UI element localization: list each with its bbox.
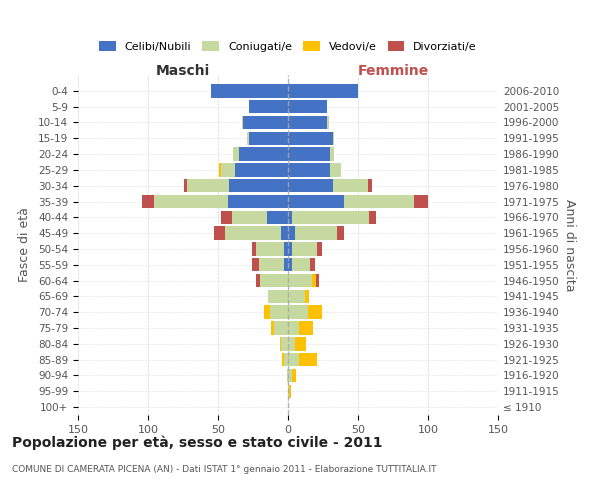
- Bar: [288, 116, 327, 129]
- Bar: [249, 132, 288, 145]
- Bar: [327, 116, 329, 129]
- Bar: [316, 274, 319, 287]
- Bar: [267, 210, 288, 224]
- Bar: [284, 258, 288, 272]
- Text: COMUNE DI CAMERATA PICENA (AN) - Dati ISTAT 1° gennaio 2011 - Elaborazione TUTTI: COMUNE DI CAMERATA PICENA (AN) - Dati IS…: [12, 465, 437, 474]
- Bar: [288, 290, 305, 303]
- Bar: [289, 384, 291, 398]
- Bar: [292, 368, 296, 382]
- Bar: [264, 306, 270, 319]
- Bar: [288, 195, 344, 208]
- Bar: [333, 179, 368, 192]
- Text: Femmine: Femmine: [358, 64, 428, 78]
- Bar: [288, 226, 295, 240]
- Bar: [247, 132, 249, 145]
- Bar: [288, 84, 358, 98]
- Legend: Celibi/Nubili, Coniugati/e, Vedovi/e, Divorziati/e: Celibi/Nubili, Coniugati/e, Vedovi/e, Di…: [95, 36, 481, 56]
- Bar: [214, 226, 225, 240]
- Bar: [239, 148, 288, 161]
- Bar: [414, 195, 428, 208]
- Bar: [288, 179, 333, 192]
- Bar: [249, 100, 288, 114]
- Bar: [305, 290, 309, 303]
- Bar: [344, 195, 414, 208]
- Bar: [251, 258, 259, 272]
- Bar: [299, 353, 317, 366]
- Bar: [317, 242, 322, 256]
- Bar: [308, 306, 322, 319]
- Bar: [225, 226, 281, 240]
- Bar: [256, 242, 284, 256]
- Bar: [232, 210, 267, 224]
- Bar: [154, 195, 228, 208]
- Bar: [333, 132, 334, 145]
- Bar: [211, 84, 288, 98]
- Bar: [270, 306, 288, 319]
- Bar: [284, 353, 288, 366]
- Bar: [288, 306, 308, 319]
- Bar: [256, 274, 260, 287]
- Bar: [288, 242, 292, 256]
- Bar: [312, 274, 316, 287]
- Bar: [288, 258, 292, 272]
- Y-axis label: Anni di nascita: Anni di nascita: [563, 198, 576, 291]
- Bar: [288, 322, 299, 334]
- Bar: [288, 384, 289, 398]
- Bar: [368, 179, 372, 192]
- Bar: [288, 274, 312, 287]
- Bar: [337, 226, 344, 240]
- Bar: [281, 226, 288, 240]
- Bar: [288, 337, 295, 350]
- Bar: [299, 322, 313, 334]
- Bar: [274, 322, 288, 334]
- Bar: [184, 179, 187, 192]
- Bar: [284, 242, 288, 256]
- Bar: [242, 116, 243, 129]
- Bar: [288, 163, 330, 176]
- Bar: [187, 179, 229, 192]
- Text: Maschi: Maschi: [156, 64, 210, 78]
- Bar: [235, 163, 288, 176]
- Bar: [221, 163, 235, 176]
- Bar: [233, 148, 239, 161]
- Bar: [292, 258, 310, 272]
- Bar: [295, 226, 337, 240]
- Y-axis label: Fasce di età: Fasce di età: [18, 208, 31, 282]
- Bar: [369, 210, 376, 224]
- Bar: [292, 242, 317, 256]
- Bar: [288, 353, 299, 366]
- Bar: [283, 353, 284, 366]
- Bar: [271, 322, 274, 334]
- Bar: [260, 274, 288, 287]
- Bar: [228, 195, 288, 208]
- Bar: [229, 179, 288, 192]
- Text: Popolazione per età, sesso e stato civile - 2011: Popolazione per età, sesso e stato civil…: [12, 435, 383, 450]
- Bar: [310, 258, 314, 272]
- Bar: [295, 337, 306, 350]
- Bar: [288, 132, 333, 145]
- Bar: [280, 337, 281, 350]
- Bar: [292, 210, 369, 224]
- Bar: [221, 210, 232, 224]
- Bar: [243, 116, 288, 129]
- Bar: [220, 163, 221, 176]
- Bar: [330, 163, 341, 176]
- Bar: [287, 368, 288, 382]
- Bar: [288, 148, 330, 161]
- Bar: [288, 210, 292, 224]
- Bar: [288, 100, 327, 114]
- Bar: [281, 337, 288, 350]
- Bar: [259, 258, 284, 272]
- Bar: [142, 195, 154, 208]
- Bar: [251, 242, 256, 256]
- Bar: [288, 368, 292, 382]
- Bar: [330, 148, 334, 161]
- Bar: [268, 290, 288, 303]
